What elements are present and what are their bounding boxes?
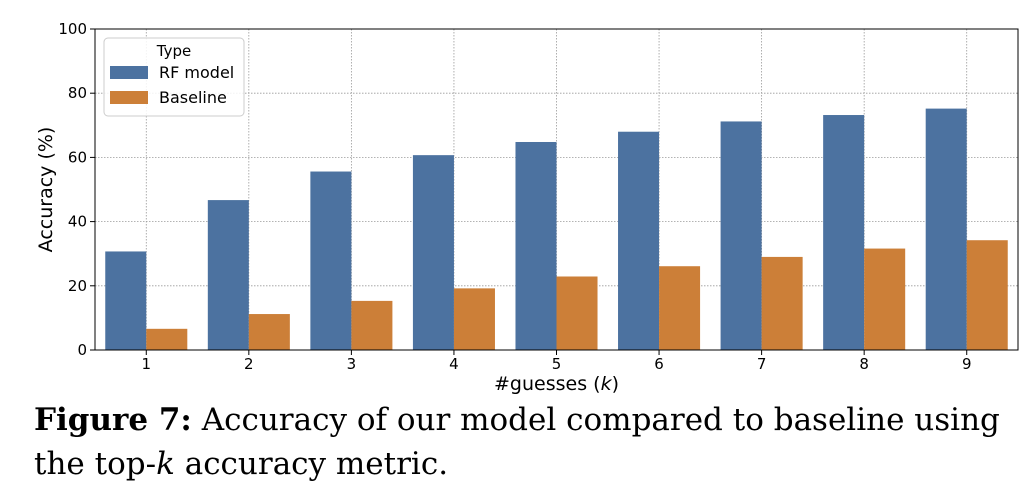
x-axis-title-variable: k <box>601 373 613 395</box>
bar-baseline <box>659 266 701 350</box>
legend-entry: RF model <box>159 63 234 82</box>
bar-chart: 0 20 40 60 80 100 1 2 3 4 5 6 7 8 9 Accuracy (%) #gue… <box>35 20 1019 395</box>
bar-baseline <box>864 248 906 350</box>
y-tick-label: 20 <box>68 277 87 295</box>
bar-baseline <box>556 276 598 350</box>
x-tick-label: 9 <box>962 355 972 373</box>
x-axis-title-suffix: ) <box>612 373 619 395</box>
bar-baseline <box>146 328 188 350</box>
bar-rf-model <box>412 155 454 350</box>
bar-rf-model <box>925 108 967 350</box>
caption-variable: k <box>156 446 175 482</box>
legend-swatch <box>110 91 148 104</box>
x-tick-label: 2 <box>244 355 254 373</box>
bar-baseline <box>453 288 495 350</box>
figure-caption: Figure 7: Accuracy of our model compared… <box>34 398 1024 486</box>
bars <box>105 108 1008 350</box>
legend-swatch <box>110 66 148 79</box>
bar-rf-model <box>105 251 147 350</box>
bar-baseline <box>761 256 803 350</box>
bar-rf-model <box>823 115 865 350</box>
caption-text-before: Accuracy of our model compared to baseli… <box>34 402 1000 482</box>
bar-rf-model <box>618 131 660 350</box>
x-tick-label: 3 <box>347 355 357 373</box>
bar-baseline <box>248 314 290 350</box>
bar-baseline <box>351 300 393 350</box>
caption-text-after: accuracy metric. <box>174 446 449 482</box>
bar-rf-model <box>310 171 352 350</box>
x-tick-label: 4 <box>449 355 459 373</box>
x-tick-label: 6 <box>654 355 664 373</box>
bar-rf-model <box>720 121 762 350</box>
x-axis-title-prefix: #guesses ( <box>494 373 601 395</box>
bar-rf-model <box>515 141 557 350</box>
y-tick-label: 100 <box>58 20 87 38</box>
y-tick-label: 80 <box>68 84 87 102</box>
figure-label: Figure 7: <box>34 402 192 438</box>
legend: Type RF model Baseline <box>103 37 245 117</box>
y-tick-label: 60 <box>68 148 87 166</box>
legend-title: Type <box>156 42 191 60</box>
legend-entry: Baseline <box>159 88 227 107</box>
x-tick-label: 1 <box>142 355 152 373</box>
y-axis-title: Accuracy (%) <box>35 127 57 253</box>
x-axis-title: #guesses (k) <box>494 373 619 395</box>
bar-rf-model <box>207 200 249 350</box>
bar-baseline <box>966 240 1008 350</box>
x-tick-label: 8 <box>859 355 869 373</box>
y-tick-label: 0 <box>77 341 87 359</box>
x-axis: 1 2 3 4 5 6 7 8 9 <box>142 350 972 373</box>
x-tick-label: 7 <box>757 355 767 373</box>
y-axis: 0 20 40 60 80 100 <box>58 20 95 359</box>
y-tick-label: 40 <box>68 213 87 231</box>
x-tick-label: 5 <box>552 355 562 373</box>
